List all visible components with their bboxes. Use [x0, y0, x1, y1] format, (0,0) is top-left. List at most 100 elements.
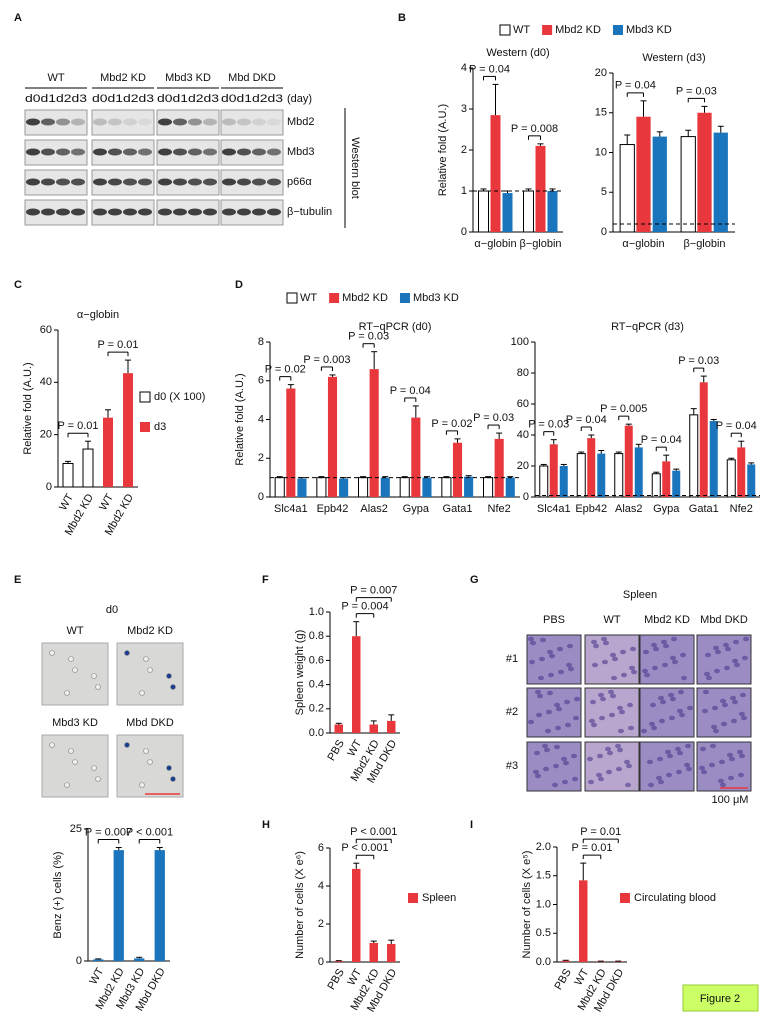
bar: [596, 961, 605, 962]
figure-label-box: [682, 984, 759, 1012]
y-tick-label: 3: [461, 103, 467, 115]
blot-band: [173, 148, 187, 156]
chart-title: Western (d3): [642, 52, 705, 64]
nucleus: [538, 675, 544, 681]
x-tick-label: Gata1: [689, 503, 719, 515]
p-value: P = 0.01: [580, 826, 621, 838]
y-tick-label: 6: [318, 842, 324, 854]
x-tick-label: PBS: [552, 967, 573, 992]
nucleus: [740, 692, 746, 698]
nucleus: [587, 756, 593, 762]
blot-band: [222, 118, 236, 126]
y-tick-label: 2.0: [536, 841, 551, 853]
bar: [327, 376, 338, 497]
p-value: P = 0.007: [85, 826, 132, 838]
blot-band: [173, 208, 187, 216]
x-tick-label: Nfe2: [730, 503, 753, 515]
bar: [82, 448, 94, 488]
p-value: P < 0.001: [350, 826, 397, 838]
legend-swatch: [499, 24, 511, 36]
blot-band: [71, 118, 85, 126]
blot-band: [93, 208, 107, 216]
stain-label: WT: [66, 625, 83, 637]
blot-band: [108, 208, 122, 216]
blot-row-label: Mbd3: [287, 146, 315, 158]
nucleus: [729, 756, 735, 762]
nucleus: [567, 643, 573, 649]
x-tick-label: Gypa: [653, 503, 680, 515]
nucleus: [721, 721, 727, 727]
cell: [124, 650, 130, 656]
nucleus: [649, 721, 655, 727]
nucleus: [600, 696, 606, 702]
nucleus: [739, 711, 745, 717]
nucleus: [599, 715, 605, 721]
legend-swatch: [408, 893, 418, 903]
y-tick-label: 5: [601, 186, 607, 198]
p-value: P = 0.03: [528, 419, 569, 431]
nucleus: [545, 728, 551, 734]
cell: [147, 759, 153, 765]
nucleus: [670, 655, 676, 661]
bar: [713, 132, 728, 232]
nucleus: [742, 655, 748, 661]
nucleus: [743, 636, 749, 642]
nucleus: [557, 646, 563, 652]
nucleus: [555, 725, 561, 731]
y-axis-label: Relative fold (A.U.): [22, 362, 34, 454]
nucleus: [535, 689, 541, 695]
legend-label: Mbd3 KD: [413, 292, 459, 304]
cell: [147, 667, 153, 673]
blot-days: d0d1d2d3: [221, 93, 283, 105]
nucleus: [629, 665, 635, 671]
p-value: P = 0.01: [571, 842, 612, 854]
panel-letter: B: [398, 12, 406, 24]
cell: [95, 684, 101, 690]
blot-band: [93, 148, 107, 156]
bar: [352, 636, 361, 733]
bar: [387, 720, 396, 733]
y-tick-label: 20: [40, 429, 52, 441]
blot-band: [138, 178, 152, 186]
p-value: P = 0.04: [641, 434, 682, 446]
stain-label: Mbd3 KD: [52, 717, 98, 729]
blot-band: [138, 208, 152, 216]
x-tick-label: PBS: [325, 738, 346, 763]
blot-band: [123, 118, 137, 126]
nucleus: [558, 669, 564, 675]
nucleus: [537, 693, 543, 699]
nucleus: [732, 699, 738, 705]
blot-band: [123, 148, 137, 156]
x-tick-label: Gypa: [403, 503, 430, 515]
day-unit: (day): [287, 93, 312, 105]
bar: [576, 453, 586, 498]
y-tick-label: 8: [258, 336, 264, 348]
y-tick-label: 0.8: [309, 630, 324, 642]
blot-row-label: β−tubulin: [287, 206, 332, 218]
nucleus: [659, 718, 665, 724]
blot-band: [252, 178, 266, 186]
nucleus: [737, 749, 743, 755]
y-tick-label: 1.5: [536, 870, 551, 882]
y-tick-label: 0: [461, 226, 467, 238]
cell: [143, 656, 149, 662]
nucleus: [650, 702, 656, 708]
blot-band: [26, 208, 40, 216]
panel-letter: H: [262, 819, 270, 831]
nucleus: [533, 769, 539, 775]
nucleus: [593, 643, 599, 649]
blot-band: [26, 178, 40, 186]
x-tick-label: β−globin: [519, 238, 561, 250]
nucleus: [627, 702, 633, 708]
nucleus: [653, 646, 659, 652]
bar: [614, 961, 623, 962]
y-tick-label: 4: [318, 880, 324, 892]
nucleus: [606, 769, 612, 775]
histology-column: PBS: [543, 614, 565, 626]
nucleus: [686, 766, 692, 772]
nucleus: [666, 772, 672, 778]
cell: [166, 673, 172, 679]
nucleus: [598, 776, 604, 782]
nucleus: [669, 715, 675, 721]
